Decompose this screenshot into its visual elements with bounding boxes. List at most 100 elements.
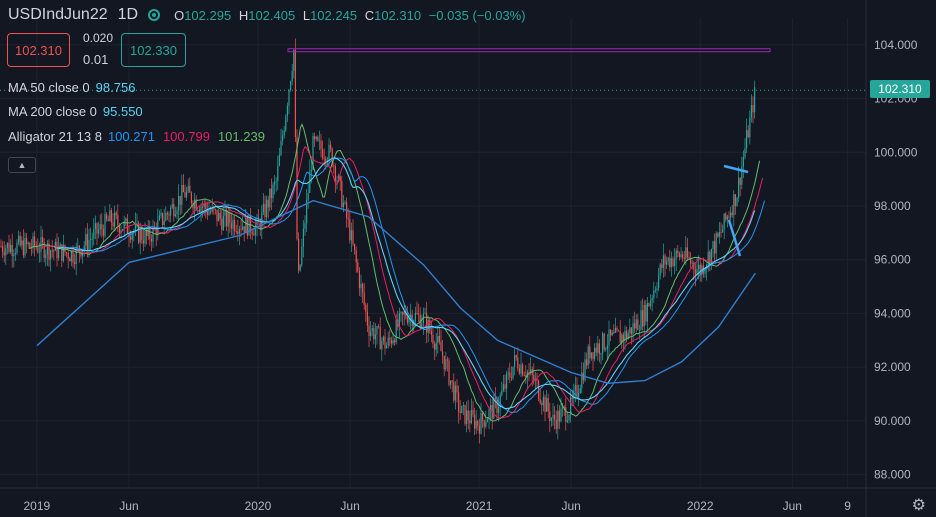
- candle-body: [734, 194, 736, 206]
- x-tick-label: Jun: [119, 499, 138, 513]
- candle-body: [416, 313, 418, 314]
- timeframe-label[interactable]: 1D: [117, 6, 139, 23]
- candle-body: [149, 227, 151, 239]
- candle-body: [614, 328, 616, 333]
- candle-body: [85, 234, 87, 246]
- open-value: 102.295: [184, 7, 232, 23]
- candle-body: [451, 380, 453, 382]
- candle-body: [606, 345, 608, 350]
- collapse-legend-button[interactable]: ▲: [8, 157, 36, 173]
- candle-body: [168, 214, 170, 216]
- candle-body: [714, 241, 716, 254]
- candle-body: [189, 185, 191, 193]
- candle-body: [306, 200, 308, 224]
- candle-body: [69, 258, 71, 262]
- candle-body: [603, 333, 605, 350]
- candle-body: [330, 144, 332, 149]
- candle-body: [429, 320, 431, 332]
- candle-body: [195, 199, 197, 211]
- candle-body: [382, 336, 384, 342]
- ma200-legend[interactable]: MA 200 close 0 95.550: [8, 104, 143, 119]
- candle-body: [190, 192, 192, 204]
- candle-body: [515, 355, 517, 358]
- candle-body: [690, 258, 692, 264]
- candle-body: [174, 214, 176, 217]
- candle-body: [53, 250, 55, 252]
- candle-body: [496, 399, 498, 413]
- candle-body: [512, 366, 514, 379]
- candle-body: [574, 385, 576, 391]
- candle-body: [354, 243, 356, 251]
- candle-body: [595, 347, 597, 353]
- candle-body: [426, 312, 428, 333]
- candle-body: [752, 104, 754, 113]
- candle-body: [51, 250, 53, 252]
- candle-body: [662, 255, 664, 268]
- candle-body: [589, 346, 591, 359]
- candle-body: [462, 405, 464, 406]
- candle-body: [130, 236, 132, 240]
- buy-button[interactable]: 102.330: [121, 33, 186, 67]
- candle-body: [659, 264, 661, 276]
- candle-body: [621, 334, 623, 343]
- alligator-jaw-value: 100.271: [107, 129, 155, 144]
- candle-body: [384, 336, 386, 349]
- candle-body: [736, 197, 738, 206]
- candle-body: [554, 414, 556, 420]
- candle-body: [501, 390, 503, 396]
- gear-icon[interactable]: ⚙: [911, 497, 926, 514]
- candle-body: [517, 357, 519, 369]
- candle-body: [619, 331, 621, 343]
- candle-body: [410, 314, 412, 318]
- candle-body: [96, 223, 98, 234]
- candle-body: [339, 176, 341, 181]
- candle-body: [21, 240, 23, 246]
- candle-body: [392, 340, 394, 344]
- ma50-legend[interactable]: MA 50 close 0 98.756: [8, 80, 136, 95]
- candle-body: [611, 332, 613, 336]
- chevron-up-icon: ▲: [17, 159, 27, 170]
- candle-body: [358, 270, 360, 289]
- candle-body: [256, 217, 258, 226]
- candle-body: [48, 243, 50, 260]
- candle-body: [717, 233, 719, 237]
- candle-body: [181, 184, 183, 205]
- candle-body: [616, 328, 618, 331]
- candle-body: [640, 310, 642, 330]
- candle-body: [309, 171, 311, 193]
- candle-body: [282, 135, 284, 141]
- candle-body: [686, 247, 688, 258]
- quantity-value[interactable]: 0.01: [83, 52, 109, 67]
- candle-body: [40, 237, 42, 252]
- candle-body: [266, 199, 268, 218]
- candle-body: [62, 244, 64, 261]
- candle-body: [296, 136, 298, 239]
- candle-body: [298, 238, 300, 271]
- candle-body: [576, 385, 578, 397]
- candle-body: [638, 329, 640, 331]
- ma200-line: [36, 199, 756, 385]
- alligator-legend[interactable]: Alligator 21 13 8 100.271 100.799 101.23…: [8, 129, 265, 144]
- candle-body: [131, 233, 133, 240]
- symbol-name[interactable]: USDIndJun22: [8, 6, 108, 23]
- sell-button[interactable]: 102.310: [7, 33, 70, 67]
- candle-body: [38, 251, 40, 253]
- candle-body: [218, 212, 220, 222]
- candle-body: [624, 330, 626, 341]
- candle-body: [182, 184, 184, 193]
- candle-body: [203, 203, 205, 207]
- candle-body: [442, 351, 444, 356]
- candle-body: [459, 411, 461, 413]
- candle-body: [470, 410, 472, 424]
- candle-body: [117, 215, 119, 225]
- candle-body: [523, 375, 525, 377]
- low-value: 102.245: [310, 7, 358, 23]
- candle-body: [254, 225, 256, 236]
- candle-body: [126, 218, 128, 234]
- candle-body: [509, 372, 511, 378]
- candle-body: [494, 398, 496, 400]
- candle-body: [381, 341, 383, 350]
- candle-body: [474, 414, 476, 429]
- candle-body: [198, 210, 200, 212]
